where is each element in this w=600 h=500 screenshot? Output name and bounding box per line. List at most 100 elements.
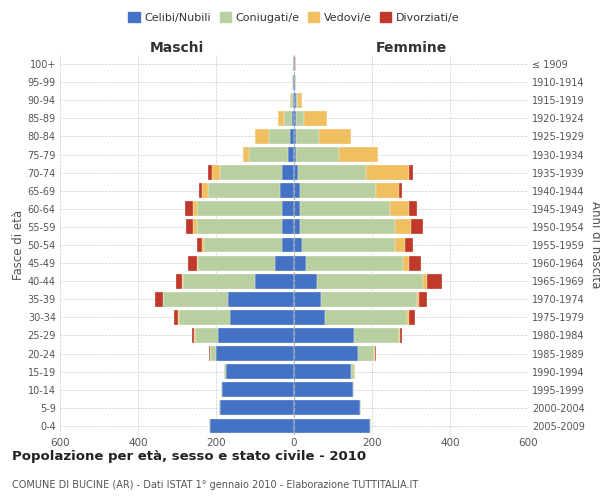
Bar — [283, 165, 294, 180]
Bar — [174, 310, 178, 325]
Bar — [197, 238, 202, 252]
Bar — [244, 147, 249, 162]
Bar — [199, 256, 275, 270]
Bar — [275, 256, 294, 270]
Bar — [294, 400, 360, 415]
Bar — [292, 111, 294, 126]
Bar — [293, 74, 294, 90]
Bar — [178, 310, 179, 325]
Bar — [291, 93, 293, 108]
Bar — [293, 56, 294, 72]
Bar — [294, 202, 300, 216]
Bar — [192, 328, 194, 343]
Bar — [409, 165, 413, 180]
Y-axis label: Fasce di età: Fasce di età — [11, 210, 25, 280]
Bar — [288, 147, 294, 162]
Bar — [300, 184, 376, 198]
Bar — [300, 202, 389, 216]
Bar — [339, 147, 378, 162]
Bar — [302, 238, 395, 252]
Bar — [411, 220, 422, 234]
Bar — [212, 165, 220, 180]
Bar — [290, 129, 294, 144]
Bar — [193, 220, 197, 234]
Bar — [375, 346, 376, 361]
Bar — [182, 274, 183, 288]
Bar — [284, 111, 292, 126]
Bar — [294, 328, 355, 343]
Bar — [294, 93, 296, 108]
Text: COMUNE DI BUCINE (AR) - Dati ISTAT 1° gennaio 2010 - Elaborazione TUTTITALIA.IT: COMUNE DI BUCINE (AR) - Dati ISTAT 1° ge… — [12, 480, 418, 490]
Bar — [358, 346, 374, 361]
Text: Femmine: Femmine — [376, 41, 446, 55]
Bar — [194, 328, 218, 343]
Bar — [204, 238, 283, 252]
Bar — [218, 328, 294, 343]
Bar — [403, 256, 409, 270]
Bar — [197, 220, 283, 234]
Bar — [294, 147, 296, 162]
Bar — [296, 111, 304, 126]
Bar — [210, 346, 216, 361]
Bar — [290, 93, 291, 108]
Bar — [294, 256, 306, 270]
Bar — [298, 165, 366, 180]
Bar — [230, 310, 294, 325]
Bar — [226, 364, 294, 379]
Bar — [400, 328, 403, 343]
Bar — [202, 184, 208, 198]
Bar — [255, 129, 269, 144]
Bar — [294, 56, 295, 72]
Bar — [294, 418, 370, 434]
Bar — [360, 400, 361, 415]
Bar — [294, 292, 322, 306]
Bar — [298, 93, 302, 108]
Bar — [322, 292, 417, 306]
Bar — [269, 129, 290, 144]
Bar — [400, 184, 403, 198]
Bar — [255, 274, 294, 288]
Bar — [306, 256, 403, 270]
Bar — [300, 220, 395, 234]
Bar — [294, 165, 298, 180]
Bar — [228, 292, 294, 306]
Bar — [374, 346, 375, 361]
Bar — [294, 238, 302, 252]
Bar — [202, 238, 204, 252]
Bar — [193, 202, 197, 216]
Bar — [304, 111, 327, 126]
Bar — [280, 184, 294, 198]
Bar — [188, 256, 197, 270]
Bar — [216, 346, 294, 361]
Bar — [417, 292, 419, 306]
Bar — [294, 310, 325, 325]
Bar — [224, 364, 226, 379]
Bar — [293, 93, 294, 108]
Bar — [395, 238, 405, 252]
Bar — [199, 184, 202, 198]
Bar — [292, 74, 293, 90]
Bar — [209, 418, 210, 434]
Bar — [423, 274, 427, 288]
Bar — [295, 74, 296, 90]
Bar — [185, 202, 193, 216]
Bar — [183, 274, 255, 288]
Bar — [294, 382, 353, 397]
Bar — [220, 165, 283, 180]
Bar — [283, 238, 294, 252]
Bar — [296, 93, 298, 108]
Bar — [208, 184, 280, 198]
Bar — [294, 111, 296, 126]
Text: Maschi: Maschi — [150, 41, 204, 55]
Bar — [317, 274, 422, 288]
Bar — [325, 310, 407, 325]
Bar — [296, 129, 319, 144]
Bar — [208, 165, 212, 180]
Bar — [221, 382, 222, 397]
Bar — [409, 310, 415, 325]
Bar — [389, 202, 409, 216]
Bar — [296, 147, 339, 162]
Bar — [355, 328, 400, 343]
Bar — [319, 129, 350, 144]
Legend: Celibi/Nubili, Coniugati/e, Vedovi/e, Divorziati/e: Celibi/Nubili, Coniugati/e, Vedovi/e, Di… — [124, 8, 464, 28]
